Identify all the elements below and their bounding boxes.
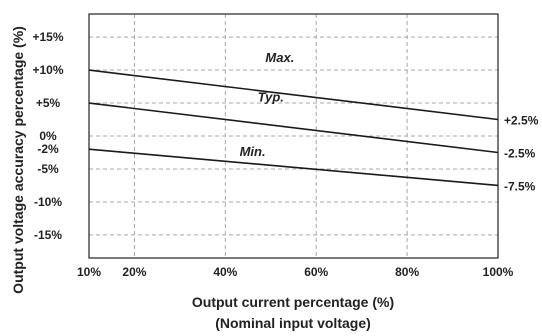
- y-tick-labels: +15% +10% +5% 0%-2% -5% -10% -15%: [32, 30, 63, 242]
- y-tick-label: +15%: [32, 30, 63, 44]
- series-line-min: [88, 148, 499, 187]
- grid: [89, 14, 498, 258]
- x-axis-subtitle: (Nominal input voltage): [215, 315, 371, 331]
- end-value-labels: +2.5% -2.5% -7.5%: [504, 114, 539, 194]
- y-tick-label: -15%: [34, 228, 62, 242]
- plot-frame: [88, 13, 499, 259]
- y-tick-label: +10%: [32, 63, 63, 77]
- series-label-min: Min.: [240, 144, 266, 159]
- y-tick-label: 0%: [39, 129, 57, 143]
- y-tick-label: +5%: [36, 96, 61, 110]
- y-axis-title: Output voltage accuracy percentage (%): [10, 26, 26, 294]
- y-tick-label: -10%: [34, 195, 62, 209]
- x-tick-label: 100%: [483, 265, 514, 279]
- end-label-typ: -2.5%: [504, 146, 536, 160]
- y-tick-label: -2%: [37, 142, 59, 156]
- series-line-max: [88, 69, 499, 121]
- x-tick-labels: 10% 20% 40% 60% 80% 100%: [77, 265, 514, 279]
- series-line-typ: [88, 102, 499, 154]
- x-tick-label: 40%: [213, 265, 237, 279]
- end-label-min: -7.5%: [504, 179, 536, 193]
- series-labels: Max. Typ. Min.: [240, 50, 295, 159]
- series-label-typ: Typ.: [258, 90, 284, 105]
- series-label-max: Max.: [265, 50, 294, 65]
- series-lines: [88, 69, 499, 187]
- x-tick-label: 20%: [122, 265, 146, 279]
- x-tick-label: 60%: [304, 265, 328, 279]
- y-tick-label: -5%: [37, 162, 59, 176]
- x-tick-label: 10%: [77, 265, 101, 279]
- end-label-max: +2.5%: [504, 114, 539, 128]
- x-tick-label: 80%: [395, 265, 419, 279]
- x-axis-title: Output current percentage (%): [192, 294, 394, 310]
